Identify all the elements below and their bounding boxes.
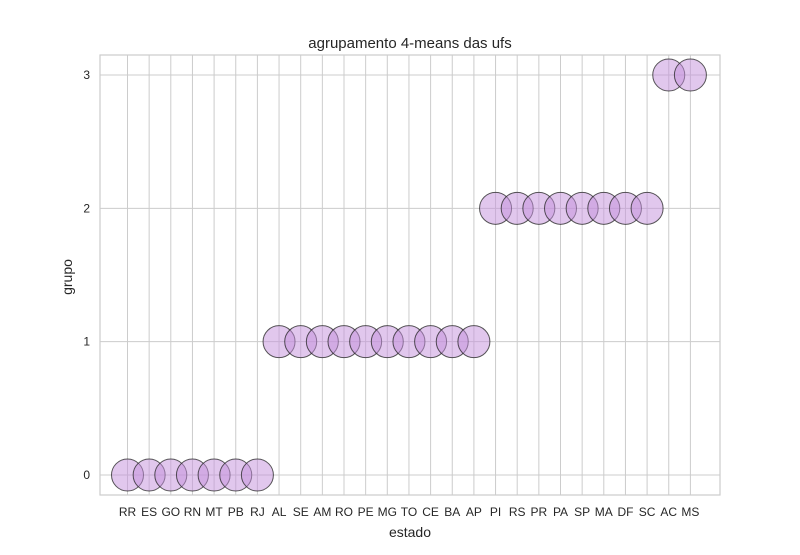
x-tick-label: ES [141, 505, 157, 519]
x-axis-label: estado [389, 524, 431, 540]
x-tick-label: DF [617, 505, 633, 519]
x-tick-label: RO [335, 505, 353, 519]
y-tick-label: 0 [83, 468, 90, 482]
x-tick-label: MG [378, 505, 397, 519]
x-tick-label: MT [205, 505, 223, 519]
data-point [630, 191, 664, 225]
x-tick-label: GO [161, 505, 180, 519]
points-layer [111, 58, 707, 492]
grid-layer [100, 55, 720, 495]
x-tick-label: PA [553, 505, 568, 519]
x-tick-label: AP [466, 505, 482, 519]
x-tick-label: PI [490, 505, 501, 519]
data-point [240, 458, 274, 492]
y-axis-label: grupo [59, 259, 75, 295]
x-tick-label: RN [184, 505, 201, 519]
x-tick-label: AC [660, 505, 677, 519]
y-tick-label: 1 [83, 335, 90, 349]
x-tick-label: AM [313, 505, 331, 519]
x-tick-labels: RR ES GO RN MT PB RJ AL SE AM RO PE MG TO CE BA AP PI RS PR… [119, 505, 700, 519]
plot-frame [99, 54, 721, 496]
chart-title: agrupamento 4-means das ufs [308, 35, 511, 52]
x-tick-label: RR [119, 505, 137, 519]
x-tick-label: TO [401, 505, 417, 519]
x-tick-label: PE [358, 505, 374, 519]
x-tick-label: SP [574, 505, 590, 519]
x-tick-label: PB [228, 505, 244, 519]
y-tick-labels: 0 1 2 3 [83, 68, 90, 482]
x-tick-label: SC [639, 505, 656, 519]
x-tick-label: AL [272, 505, 287, 519]
y-tick-label: 3 [83, 68, 90, 82]
x-tick-label: PR [531, 505, 548, 519]
y-tick-label: 2 [83, 201, 90, 215]
x-tick-label: MS [681, 505, 699, 519]
data-point [673, 58, 707, 92]
x-tick-label: SE [293, 505, 309, 519]
x-tick-label: MA [595, 505, 613, 519]
x-tick-label: CE [422, 505, 439, 519]
x-tick-label: RS [509, 505, 526, 519]
data-point [457, 325, 491, 359]
x-tick-label: BA [444, 505, 460, 519]
x-tick-label: RJ [250, 505, 265, 519]
